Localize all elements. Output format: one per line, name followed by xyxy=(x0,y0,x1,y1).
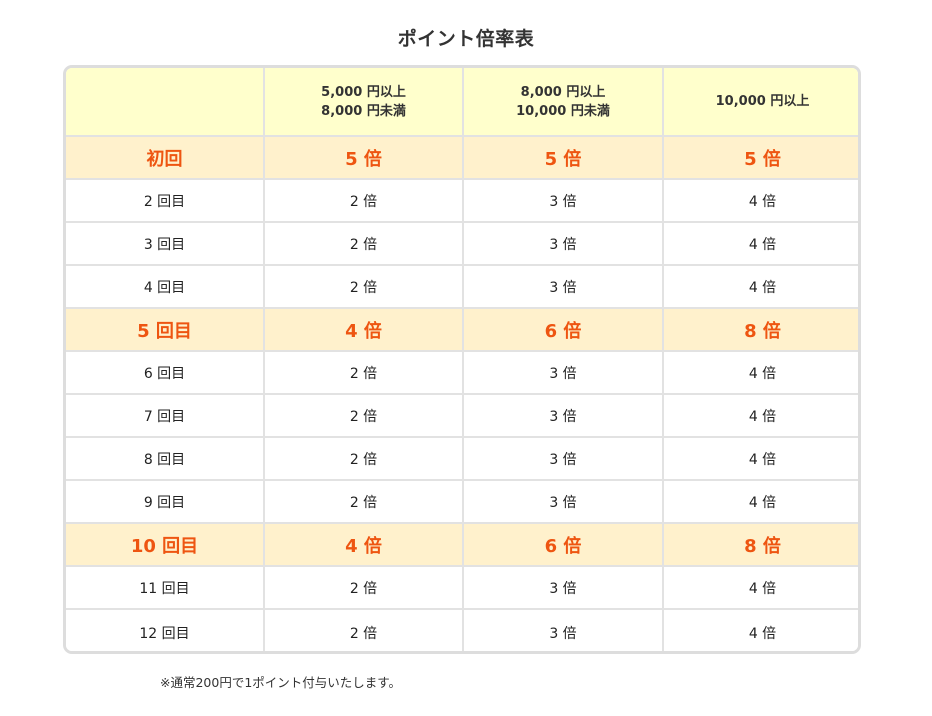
rate-cell: 5 倍 xyxy=(263,135,464,180)
row-label: 8 回目 xyxy=(66,436,265,481)
rate-cell: 2 倍 xyxy=(263,608,464,651)
point-rate-table: 5,000 円以上 8,000 円未満 8,000 円以上 10,000 円未満… xyxy=(63,65,861,654)
rate-cell: 4 倍 xyxy=(263,522,464,567)
rate-cell: 3 倍 xyxy=(462,436,664,481)
rate-cell: 8 倍 xyxy=(662,522,858,567)
rate-cell: 2 倍 xyxy=(263,393,464,438)
header-cell-empty xyxy=(66,68,265,137)
rate-cell: 4 倍 xyxy=(662,608,858,651)
rate-cell: 4 倍 xyxy=(662,264,858,309)
rate-cell: 8 倍 xyxy=(662,307,858,352)
rate-cell: 3 倍 xyxy=(462,178,664,223)
rate-cell: 2 倍 xyxy=(263,178,464,223)
rate-cell: 4 倍 xyxy=(263,307,464,352)
rate-cell: 6 倍 xyxy=(462,307,664,352)
rate-cell: 3 倍 xyxy=(462,479,664,524)
rate-cell: 4 倍 xyxy=(662,350,858,395)
header-cell-5000-8000: 5,000 円以上 8,000 円未満 xyxy=(263,68,464,137)
header-cell-8000-10000: 8,000 円以上 10,000 円未満 xyxy=(462,68,664,137)
row-label: 7 回目 xyxy=(66,393,265,438)
row-label: 6 回目 xyxy=(66,350,265,395)
rate-cell: 3 倍 xyxy=(462,565,664,610)
rate-cell: 4 倍 xyxy=(662,479,858,524)
footnote: ※通常200円で1ポイント付与いたします。 xyxy=(160,675,402,690)
rate-cell: 3 倍 xyxy=(462,221,664,266)
row-label: 4 回目 xyxy=(66,264,265,309)
rate-cell: 4 倍 xyxy=(662,565,858,610)
page-title: ポイント倍率表 xyxy=(397,28,535,50)
rate-cell: 4 倍 xyxy=(662,393,858,438)
row-label: 11 回目 xyxy=(66,565,265,610)
rate-cell: 6 倍 xyxy=(462,522,664,567)
rate-cell: 4 倍 xyxy=(662,178,858,223)
rate-cell: 4 倍 xyxy=(662,436,858,481)
row-label: 12 回目 xyxy=(66,608,265,651)
header-cell-10000-plus: 10,000 円以上 xyxy=(662,68,858,137)
rate-cell: 2 倍 xyxy=(263,479,464,524)
rate-cell: 4 倍 xyxy=(662,221,858,266)
rate-cell: 3 倍 xyxy=(462,393,664,438)
rate-cell: 5 倍 xyxy=(462,135,664,180)
rate-cell: 2 倍 xyxy=(263,436,464,481)
row-label: 9 回目 xyxy=(66,479,265,524)
row-label: 初回 xyxy=(66,135,265,180)
rate-cell: 3 倍 xyxy=(462,608,664,651)
row-label: 5 回目 xyxy=(66,307,265,352)
rate-cell: 2 倍 xyxy=(263,264,464,309)
rate-cell: 5 倍 xyxy=(662,135,858,180)
rate-cell: 2 倍 xyxy=(263,350,464,395)
rate-cell: 3 倍 xyxy=(462,350,664,395)
rate-cell: 2 倍 xyxy=(263,565,464,610)
row-label: 10 回目 xyxy=(66,522,265,567)
row-label: 3 回目 xyxy=(66,221,265,266)
row-label: 2 回目 xyxy=(66,178,265,223)
table-header-row: 5,000 円以上 8,000 円未満 8,000 円以上 10,000 円未満… xyxy=(66,68,858,137)
rate-cell: 2 倍 xyxy=(263,221,464,266)
rate-cell: 3 倍 xyxy=(462,264,664,309)
